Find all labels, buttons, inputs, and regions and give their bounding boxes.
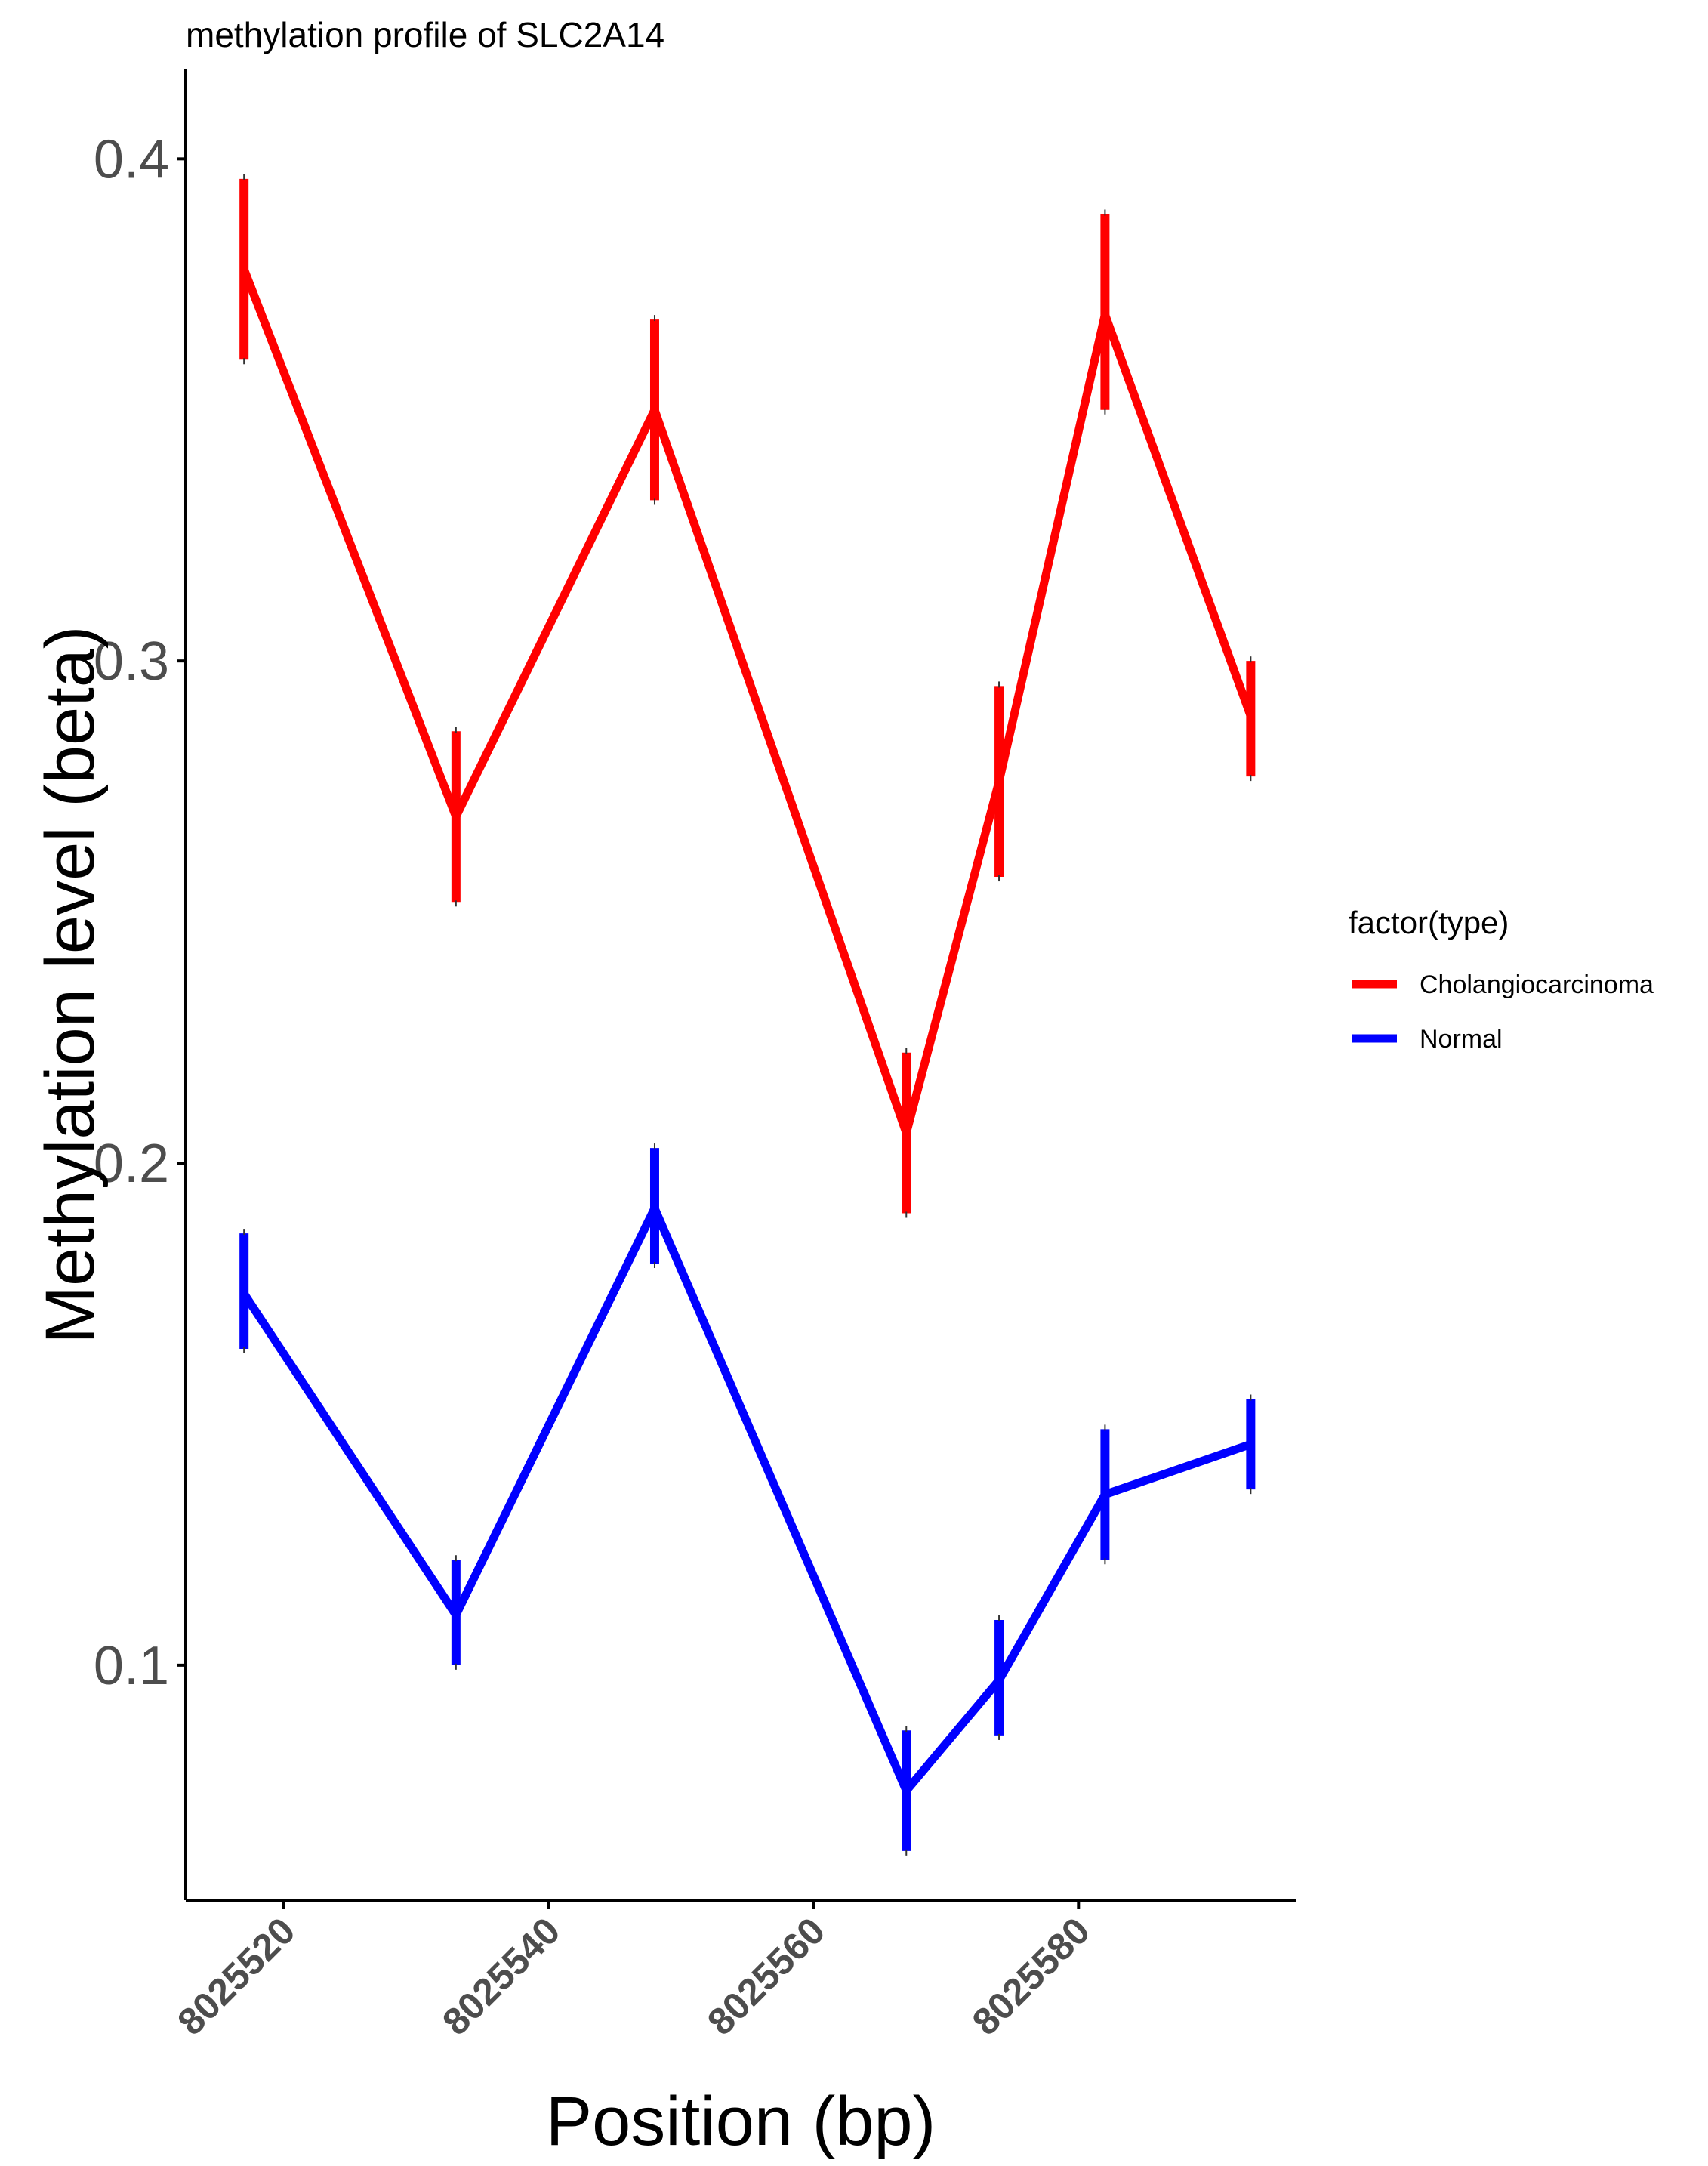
- y-axis-ticks: 0.1 0.2 0.3 0.4: [94, 129, 186, 1696]
- legend-items: Cholangiocarcinoma Normal: [1352, 970, 1654, 1054]
- x-axis-title: Position (bp): [546, 2083, 936, 2160]
- y-axis-title: Methylation level (beta): [32, 625, 109, 1344]
- y-tick-label: 0.4: [94, 129, 169, 190]
- series-layer: [239, 174, 1256, 1856]
- legend-item: Cholangiocarcinoma: [1352, 970, 1654, 999]
- y-tick-label: 0.2: [94, 1134, 169, 1194]
- legend-label: Normal: [1420, 1025, 1503, 1054]
- legend-item: Normal: [1352, 1025, 1503, 1054]
- chart-title: methylation profile of SLC2A14: [186, 15, 664, 54]
- series-0: [239, 174, 1256, 1218]
- legend: factor(type) Cholangiocarcinoma Normal: [1349, 905, 1654, 1054]
- legend-label: Cholangiocarcinoma: [1420, 970, 1654, 999]
- legend-title: factor(type): [1349, 905, 1509, 940]
- y-tick-label: 0.1: [94, 1636, 169, 1696]
- y-tick-label: 0.3: [94, 631, 169, 692]
- series-1: [239, 1143, 1256, 1856]
